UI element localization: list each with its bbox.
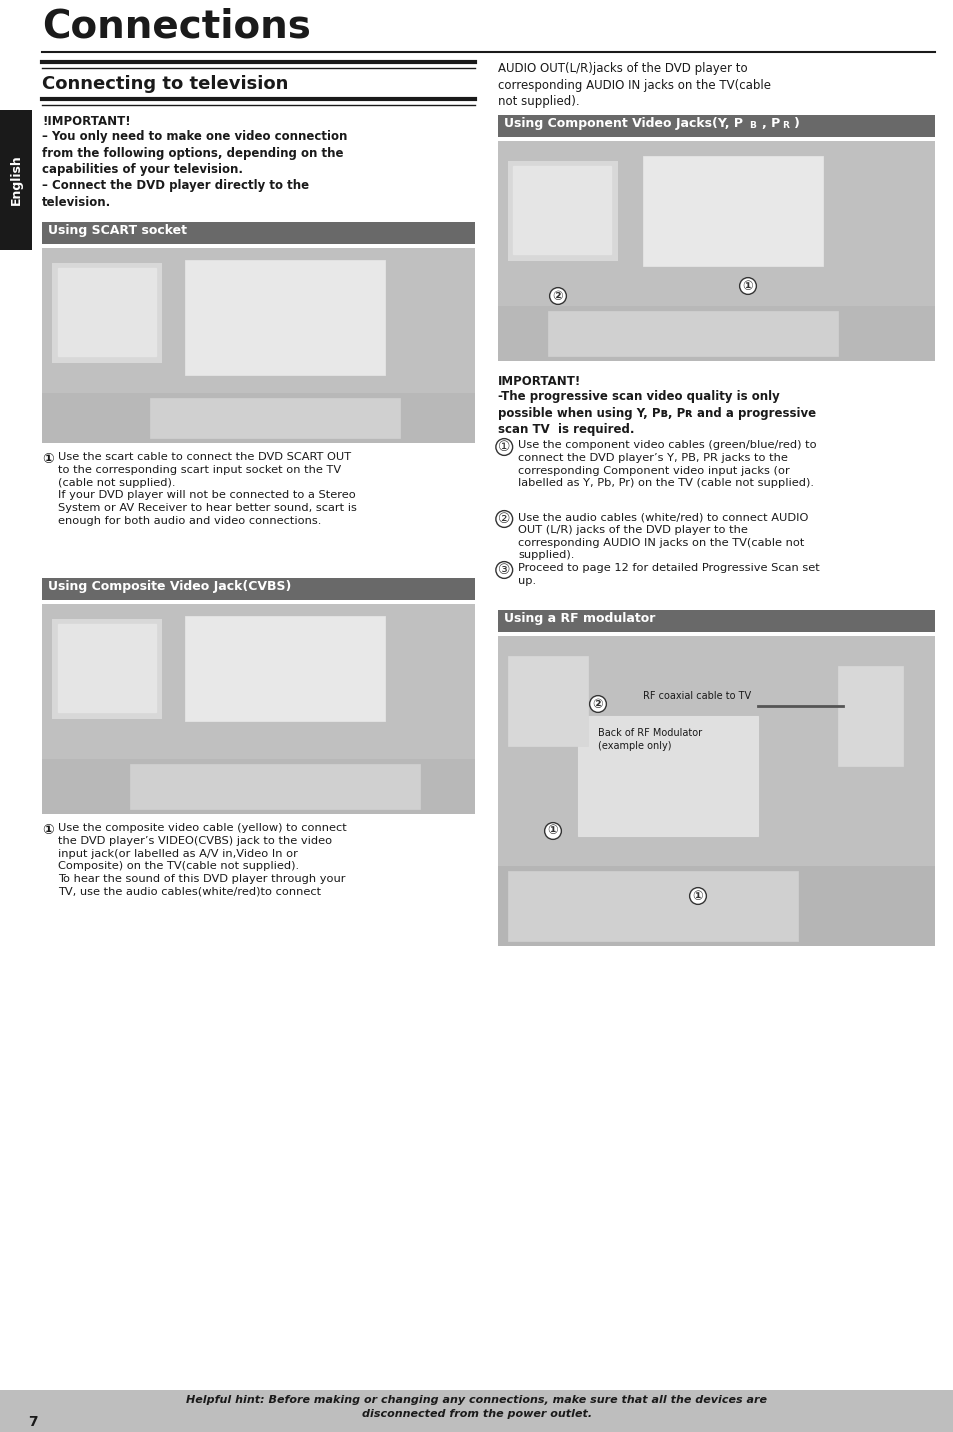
Text: , P: , P [761,117,780,130]
Bar [42,604,475,813]
Bar [513,166,610,253]
Text: ①: ① [692,889,702,902]
Bar [42,579,475,600]
Text: AUDIO OUT(L/R)jacks of the DVD player to
corresponding AUDIO IN jacks on the TV(: AUDIO OUT(L/R)jacks of the DVD player to… [497,62,770,107]
Bar [642,156,822,266]
Bar [58,624,156,712]
Bar [42,759,475,813]
Text: – You only need to make one video connection
from the following options, dependi: – You only need to make one video connec… [42,130,347,209]
Text: Use the scart cable to connect the DVD SCART OUT
to the corresponding scart inpu: Use the scart cable to connect the DVD S… [58,453,356,526]
Bar [507,656,587,746]
Text: IMPORTANT!: IMPORTANT! [497,375,580,388]
Text: Back of RF Modulator
(example only): Back of RF Modulator (example only) [598,727,701,750]
Bar [150,398,399,438]
Bar [58,268,156,357]
Text: Proceed to page 12 for detailed Progressive Scan set
up.: Proceed to page 12 for detailed Progress… [517,563,819,586]
Text: ①: ① [42,453,53,465]
Bar [578,716,758,836]
Text: -The progressive scan video quality is only
possible when using Y, Pʙ, Pʀ and a : -The progressive scan video quality is o… [497,390,815,435]
Text: ①: ① [547,825,558,838]
Bar [497,866,934,947]
Text: Use the audio cables (white/red) to connect AUDIO
OUT (L/R) jacks of the DVD pla: Use the audio cables (white/red) to conn… [517,513,807,560]
Text: ①: ① [42,823,53,836]
Text: Using Composite Video Jack(CVBS): Using Composite Video Jack(CVBS) [48,580,291,593]
Bar [0,110,32,251]
Text: 7: 7 [28,1415,37,1429]
Text: R: R [781,120,788,130]
Bar [130,765,419,809]
Text: Connections: Connections [42,9,311,46]
Text: ①: ① [497,440,510,454]
Text: Connecting to television: Connecting to television [42,74,288,93]
Text: ): ) [793,117,799,130]
Bar [52,619,162,719]
Bar [497,610,934,632]
Bar [837,666,902,766]
Text: English: English [10,155,23,205]
Bar [42,248,475,442]
Bar [547,311,837,357]
Bar [52,263,162,362]
Text: ②: ② [592,697,602,710]
Text: ③: ③ [497,563,510,577]
Text: Helpful hint: Before making or changing any connections, make sure that all the : Helpful hint: Before making or changing … [186,1395,767,1419]
Text: !IMPORTANT!: !IMPORTANT! [42,115,131,127]
Bar [42,222,475,243]
Text: ②: ② [552,289,562,302]
Text: ②: ② [497,513,510,526]
Bar [0,1390,953,1432]
Text: ①: ① [741,279,753,292]
Bar [507,160,618,261]
Bar [185,261,385,375]
Bar [497,115,934,137]
Text: ①: ① [497,440,509,453]
Bar [497,140,934,361]
Text: Using SCART socket: Using SCART socket [48,223,187,238]
Text: Using a RF modulator: Using a RF modulator [503,611,655,624]
Bar [42,392,475,442]
Bar [497,306,934,361]
Bar [507,871,797,941]
Bar [185,616,385,720]
Text: Use the component video cables (green/blue/red) to
connect the DVD player’s Y, P: Use the component video cables (green/bl… [517,440,816,488]
Text: RF coaxial cable to TV: RF coaxial cable to TV [642,692,750,702]
Text: Using Component Video Jacks(Y, P: Using Component Video Jacks(Y, P [503,117,742,130]
Bar [497,636,934,947]
Text: B: B [748,120,755,130]
Text: Use the composite video cable (yellow) to connect
the DVD player’s VIDEO(CVBS) j: Use the composite video cable (yellow) t… [58,823,346,896]
